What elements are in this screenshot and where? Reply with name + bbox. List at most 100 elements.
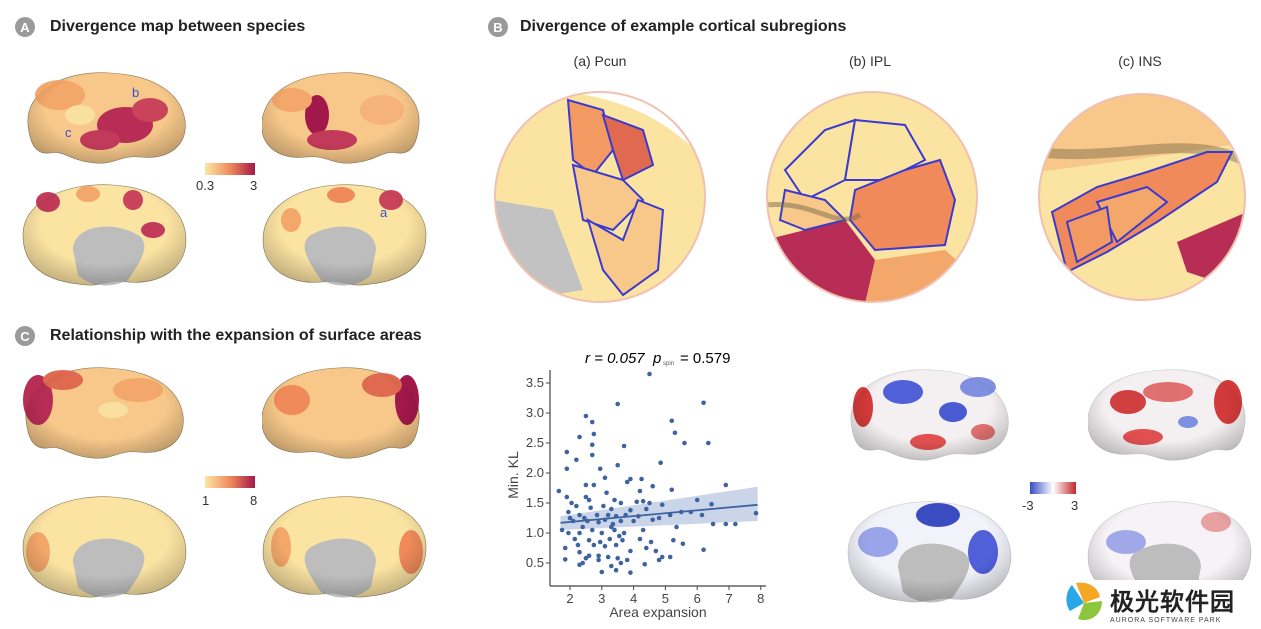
data-point	[631, 518, 636, 524]
data-point	[723, 482, 729, 488]
data-point	[572, 536, 578, 542]
data-point	[577, 434, 582, 440]
data-point	[628, 570, 633, 575]
region-label-a: a	[380, 205, 388, 220]
data-point	[706, 440, 711, 446]
data-point	[601, 503, 606, 509]
data-point	[580, 524, 586, 530]
data-point	[699, 512, 705, 518]
data-point	[621, 530, 627, 536]
brain-medial-left-divergence	[22, 184, 187, 286]
data-point	[753, 510, 759, 516]
data-point	[618, 500, 624, 506]
data-point	[648, 539, 654, 545]
brain-medial-left-diverging	[847, 501, 1012, 603]
regression-line	[560, 503, 758, 524]
data-point	[647, 500, 652, 506]
brain-lateral-left-divergence: b c	[27, 72, 186, 164]
colorbar-diverging-max: 3	[1071, 498, 1079, 513]
data-point	[628, 476, 633, 482]
data-point	[624, 479, 630, 485]
data-point	[569, 500, 574, 506]
panel-c-badge: C	[15, 326, 35, 346]
data-point	[612, 527, 617, 533]
data-point	[710, 521, 716, 527]
data-point	[682, 440, 687, 446]
x-tick-label: 7	[725, 591, 732, 606]
data-point	[597, 539, 603, 545]
colorbar-diverging	[1030, 482, 1076, 494]
data-point	[586, 497, 592, 503]
data-point	[644, 545, 649, 551]
brain-lateral-right-divergence	[262, 72, 420, 164]
data-point	[637, 536, 643, 542]
data-point	[605, 554, 611, 560]
data-point	[733, 521, 738, 527]
data-point	[667, 554, 673, 560]
data-point	[709, 501, 714, 507]
y-axis-label: Min. KL	[505, 451, 521, 499]
data-point	[674, 524, 679, 530]
colorbar-diverging-min: -3	[1022, 498, 1034, 513]
data-point	[589, 442, 595, 448]
data-point	[620, 537, 625, 543]
data-point	[637, 488, 643, 494]
data-point	[607, 536, 613, 542]
data-point	[656, 515, 662, 521]
data-point	[621, 443, 627, 449]
data-point	[583, 413, 589, 419]
data-point	[701, 400, 706, 406]
aurora-logo-icon	[1066, 582, 1102, 621]
data-point	[650, 483, 655, 489]
data-point	[671, 537, 676, 543]
data-point	[574, 457, 579, 463]
y-tick-label: 2.5	[526, 435, 544, 450]
watermark-sub: AURORA SOFTWARE PARK	[1110, 617, 1222, 624]
data-point	[602, 543, 608, 549]
y-tick-label: 1.0	[526, 525, 544, 540]
y-tick-label: 2.0	[526, 465, 544, 480]
data-point	[723, 521, 729, 527]
x-tick-label: 3	[598, 591, 605, 606]
panel-a-badge: A	[15, 17, 35, 37]
data-point	[615, 462, 620, 468]
data-point	[672, 430, 678, 436]
data-point	[640, 498, 646, 504]
x-tick-label: 5	[662, 591, 669, 606]
data-point	[596, 519, 601, 525]
y-tick-label: 0.5	[526, 555, 544, 570]
region-label-b: b	[132, 85, 139, 100]
data-point	[559, 527, 565, 533]
data-point	[605, 512, 611, 518]
brain-lateral-right-diverging	[1088, 369, 1246, 461]
data-point	[667, 512, 673, 518]
data-point	[577, 512, 582, 518]
data-point	[599, 530, 605, 536]
data-point	[612, 497, 617, 503]
data-point	[609, 563, 614, 569]
watermark-name: 极光软件园	[1110, 588, 1235, 616]
colorbar-divergence-min: 0.3	[196, 178, 215, 193]
panel-b-title: Divergence of example cortical subregion…	[520, 18, 847, 35]
watermark: 极光软件园 AURORA SOFTWARE PARK	[1062, 580, 1255, 626]
y-tick-label: 3.5	[526, 375, 544, 390]
data-point	[564, 466, 570, 472]
data-point	[589, 452, 595, 458]
data-point	[602, 475, 608, 481]
data-point	[609, 524, 614, 530]
data-point	[653, 548, 659, 554]
data-point	[589, 527, 595, 533]
zoom-circle-pcun	[494, 91, 706, 303]
data-point	[577, 562, 582, 568]
data-point	[567, 515, 573, 521]
data-point	[596, 553, 601, 559]
zoom-circle-ipl	[766, 91, 978, 303]
data-point	[647, 371, 652, 377]
data-point	[577, 530, 582, 536]
data-point	[609, 506, 614, 512]
subregion-label-ipl: (b) IPL	[848, 53, 891, 69]
data-point	[659, 502, 665, 508]
data-point	[594, 512, 600, 518]
brain-medial-right-divergence: a	[262, 184, 427, 286]
x-axis-label: Area expansion	[609, 604, 706, 620]
